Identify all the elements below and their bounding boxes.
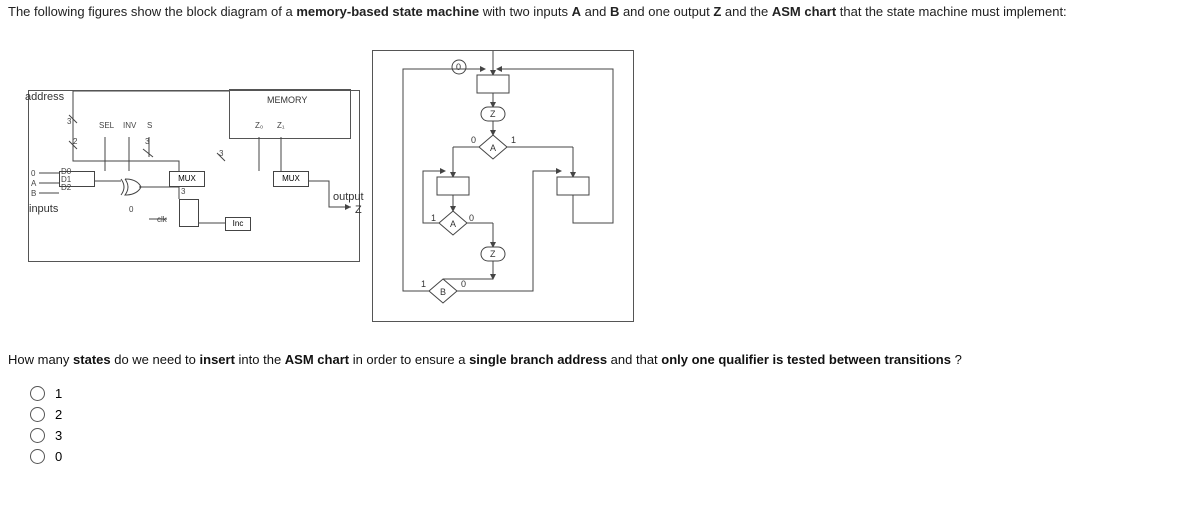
d2: D2: [61, 183, 71, 192]
in-0: 0: [31, 169, 35, 178]
option-label: 1: [55, 386, 62, 401]
output-mux: MUX: [273, 171, 309, 187]
radio-icon: [30, 428, 45, 443]
svg-text:A: A: [450, 219, 456, 229]
asm-state-0: 0: [456, 62, 461, 72]
clk-label: clk: [157, 215, 167, 224]
question-text: How many states do we need to insert int…: [8, 352, 1192, 367]
svg-text:Z: Z: [490, 109, 496, 119]
state-register: [179, 199, 199, 227]
option-2[interactable]: 2: [30, 407, 62, 422]
svg-text:0: 0: [471, 135, 476, 145]
svg-text:B: B: [440, 287, 446, 297]
answer-options: 1 2 3 0: [30, 380, 62, 470]
svg-text:1: 1: [421, 279, 426, 289]
option-3[interactable]: 3: [30, 428, 62, 443]
in-A: A: [31, 179, 36, 188]
svg-text:A: A: [490, 143, 496, 153]
cond-mux: MUX: [169, 171, 205, 187]
radio-icon: [30, 449, 45, 464]
asm-svg: 0 Z A 0 1 A 0 1 Z B 1 0: [373, 51, 633, 321]
in-B: B: [31, 189, 36, 198]
option-label: 0: [55, 449, 62, 464]
option-1[interactable]: 1: [30, 386, 62, 401]
intro-text: The following figures show the block dia…: [8, 4, 1067, 19]
inc-block: Inc: [225, 217, 251, 231]
svg-text:0: 0: [469, 213, 474, 223]
svg-text:Z: Z: [490, 249, 496, 259]
svg-text:1: 1: [511, 135, 516, 145]
xor-gate: [119, 177, 143, 197]
svg-text:0: 0: [461, 279, 466, 289]
asm-chart: 0 Z A 0 1 A 0 1 Z B 1 0: [372, 50, 634, 322]
option-label: 2: [55, 407, 62, 422]
radio-icon: [30, 386, 45, 401]
block-diagram: address inputs output Z MEMORY SEL INV S…: [28, 90, 360, 262]
option-label: 3: [55, 428, 62, 443]
option-0[interactable]: 0: [30, 449, 62, 464]
svg-text:1: 1: [431, 213, 436, 223]
radio-icon: [30, 407, 45, 422]
